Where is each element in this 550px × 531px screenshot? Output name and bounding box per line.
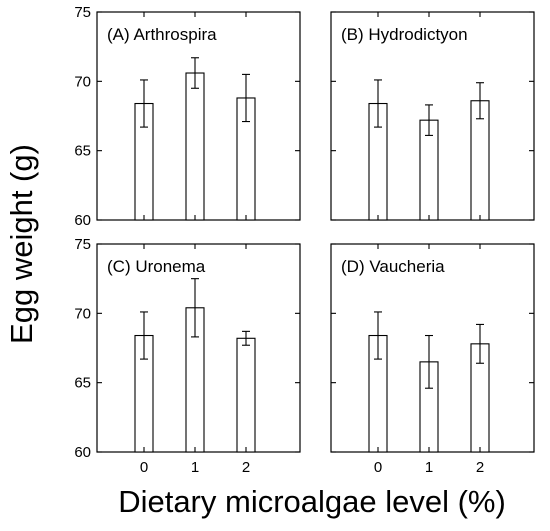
y-tick-label: 60 <box>74 444 91 461</box>
y-axis-title: Egg weight (g) <box>4 144 39 344</box>
x-tick-label: 1 <box>191 459 199 476</box>
y-tick-label: 70 <box>74 73 91 90</box>
x-axis-title: Dietary microalgae level (%) <box>118 484 506 519</box>
panel-title: (B) Hydrodictyon <box>341 25 468 44</box>
chart-panel-3: (C) Uronema 60 65 70 75 0 1 2 <box>74 236 301 476</box>
y-tick-label: 75 <box>74 236 91 253</box>
y-tick-label: 70 <box>74 305 91 322</box>
y-tick-label: 65 <box>74 375 91 392</box>
y-tick-label: 65 <box>74 143 91 160</box>
y-tick-label: 60 <box>74 212 91 229</box>
panels: (A) Arthrospira 60 65 70 75 (B) Hydrodictyon (… <box>74 4 535 476</box>
x-tick-label: 0 <box>140 459 148 476</box>
panel-title: (D) Vaucheria <box>341 257 445 276</box>
y-tick-label: 75 <box>74 4 91 21</box>
panel-title: (C) Uronema <box>107 257 206 276</box>
bar <box>185 72 205 221</box>
x-tick-label: 2 <box>242 459 250 476</box>
x-tick-label: 0 <box>374 459 382 476</box>
x-tick-label: 1 <box>425 459 433 476</box>
chart-panel-2: (B) Hydrodictyon <box>330 11 535 221</box>
chart-panel-1: (A) Arthrospira 60 65 70 75 <box>74 4 301 229</box>
chart-panel-4: (D) Vaucheria 0 1 2 <box>330 243 535 476</box>
bar <box>236 337 256 453</box>
panel-title: (A) Arthrospira <box>107 25 217 44</box>
x-tick-label: 2 <box>476 459 484 476</box>
